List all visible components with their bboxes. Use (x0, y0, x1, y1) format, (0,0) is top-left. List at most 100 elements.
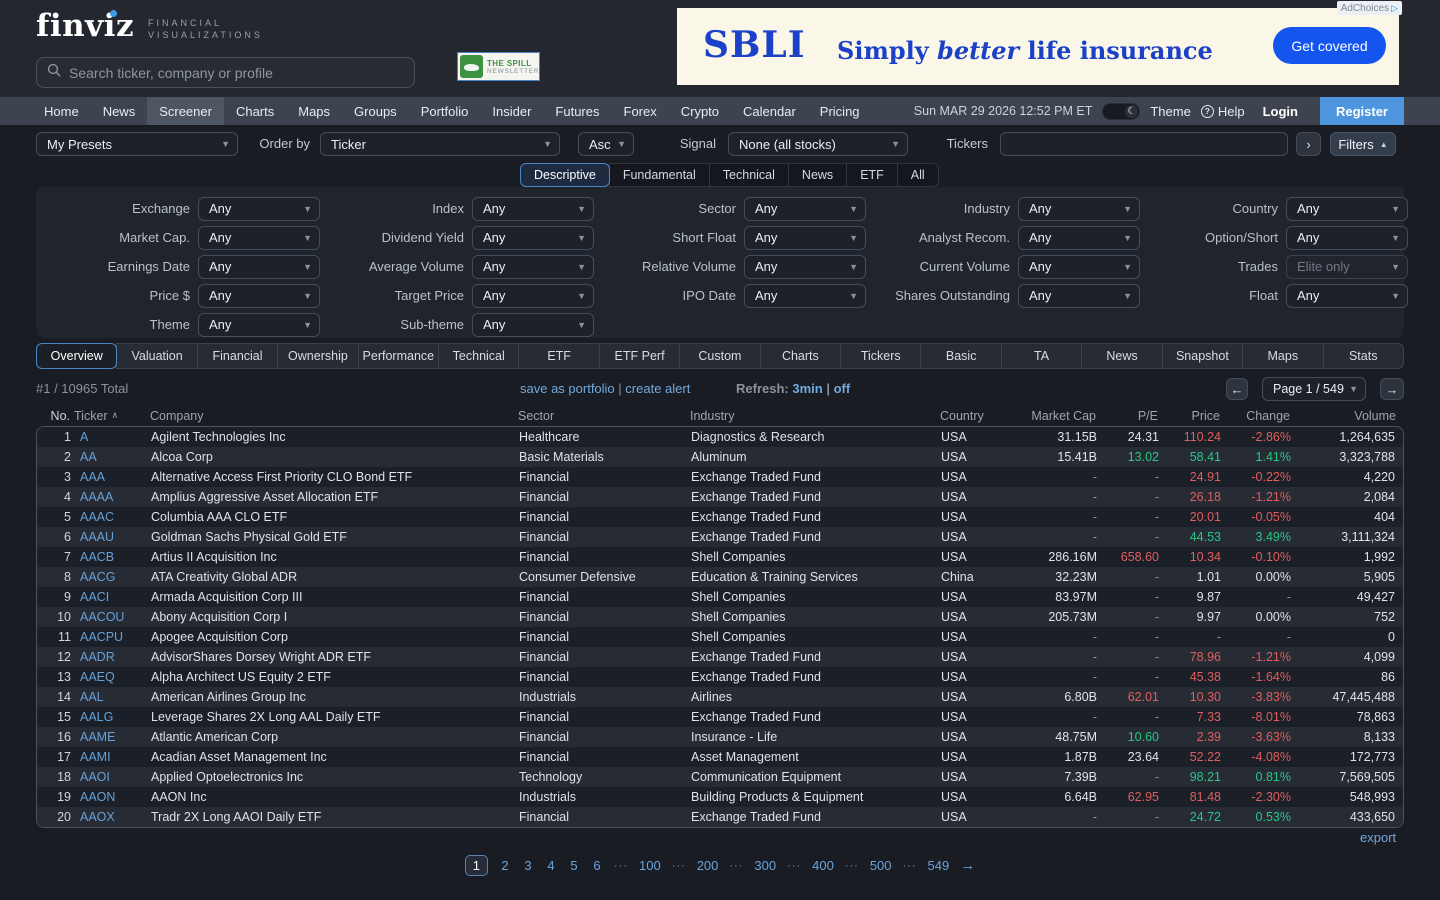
column-header-p-e[interactable]: P/E (1137, 408, 1158, 423)
filter-select-country[interactable]: Any ▼ (1286, 196, 1408, 221)
ticker-link-aalg[interactable]: AALG (80, 710, 114, 724)
filter-select-sector[interactable]: Any ▼ (744, 196, 866, 221)
column-header-volume[interactable]: Volume (1354, 408, 1396, 423)
help-link[interactable]: ? Help (1200, 104, 1245, 119)
page-button-500[interactable]: 500 (869, 858, 892, 873)
nav-item-calendar[interactable]: Calendar (743, 103, 796, 119)
column-header-company[interactable]: Company (150, 408, 204, 423)
filter-select-option-short[interactable]: Any ▼ (1286, 225, 1408, 250)
nav-item-pricing[interactable]: Pricing (819, 103, 860, 119)
finviz-logo[interactable]: finviz FINANCIAL VISUALIZATIONS (36, 8, 276, 48)
adchoices-label[interactable]: AdChoices ▷ (1336, 1, 1402, 15)
filter-select-short-float[interactable]: Any ▼ (744, 225, 866, 250)
ticker-link-aacb[interactable]: AACB (80, 550, 115, 564)
filter-select-analyst-recom[interactable]: Any ▼ (1018, 225, 1140, 250)
login-link[interactable]: Login (1262, 103, 1298, 119)
ticker-link-aal[interactable]: AAL (80, 690, 104, 704)
ticker-link-aaox[interactable]: AAOX (80, 810, 115, 824)
signal-select[interactable]: None (all stocks) ▼ (728, 132, 908, 156)
tickers-submit-button[interactable]: › (1296, 132, 1321, 156)
tab-financial[interactable]: Financial (196, 343, 279, 369)
filter-select-ipo-date[interactable]: Any ▼ (744, 283, 866, 308)
filters-toggle-button[interactable]: Filters ▲ (1330, 132, 1396, 156)
filter-select-average-volume[interactable]: Any ▼ (472, 254, 594, 279)
filter-select-exchange[interactable]: Any ▼ (198, 196, 320, 221)
nav-item-forex[interactable]: Forex (623, 103, 657, 119)
ticker-link-aa[interactable]: AA (80, 450, 97, 464)
nav-item-crypto[interactable]: Crypto (680, 103, 720, 119)
refresh-off-link[interactable]: off (833, 381, 851, 396)
page-button-5[interactable]: 5 (570, 858, 578, 873)
filter-select-trades[interactable]: Elite only ▼ (1286, 254, 1408, 279)
export-link[interactable]: export (1360, 830, 1397, 845)
page-button-2[interactable]: 2 (501, 858, 509, 873)
ticker-link-aaoi[interactable]: AAOI (80, 770, 110, 784)
nav-item-futures[interactable]: Futures (555, 103, 600, 119)
ticker-link-aame[interactable]: AAME (80, 730, 116, 744)
page-button-200[interactable]: 200 (696, 858, 719, 873)
column-header-sector[interactable]: Sector (518, 408, 555, 423)
filter-tab-fundamental[interactable]: Fundamental (608, 163, 710, 187)
filter-select-price[interactable]: Any ▼ (198, 283, 320, 308)
ticker-link-aacou[interactable]: AACOU (80, 610, 125, 624)
tab-snapshot[interactable]: Snapshot (1161, 343, 1244, 369)
filter-select-relative-volume[interactable]: Any ▼ (744, 254, 866, 279)
create-alert-link[interactable]: create alert (625, 381, 691, 396)
column-header-change[interactable]: Change (1246, 408, 1290, 423)
page-button-3[interactable]: 3 (524, 858, 532, 873)
column-header-ticker[interactable]: Ticker ∧ (74, 408, 119, 423)
ticker-link-aami[interactable]: AAMI (80, 750, 111, 764)
ad-banner[interactable]: SBLI Simply better life insurance Get co… (677, 8, 1399, 85)
nav-item-screener[interactable]: Screener (147, 97, 224, 125)
filter-select-industry[interactable]: Any ▼ (1018, 196, 1140, 221)
ticker-link-aaon[interactable]: AAON (80, 790, 116, 804)
theme-toggle[interactable]: ☾ (1102, 102, 1141, 120)
newsletter-badge[interactable]: THE SPILL NEWSLETTER (457, 52, 540, 81)
filter-tab-etf[interactable]: ETF (846, 163, 898, 187)
column-header-country[interactable]: Country (940, 408, 984, 423)
filter-select-sub-theme[interactable]: Any ▼ (472, 312, 594, 337)
nav-item-home[interactable]: Home (44, 103, 79, 119)
filter-select-target-price[interactable]: Any ▼ (472, 283, 594, 308)
filter-select-index[interactable]: Any ▼ (472, 196, 594, 221)
tab-news[interactable]: News (1081, 343, 1163, 369)
tab-performance[interactable]: Performance (357, 343, 440, 369)
tab-ownership[interactable]: Ownership (277, 343, 359, 369)
ticker-link-aaaa[interactable]: AAAA (80, 490, 114, 504)
page-button-1[interactable]: 1 (464, 855, 488, 876)
ticker-link-aaau[interactable]: AAAU (80, 530, 115, 544)
page-button-400[interactable]: 400 (812, 858, 834, 873)
tab-etf-perf[interactable]: ETF Perf (598, 343, 681, 369)
filter-tab-news[interactable]: News (787, 163, 848, 187)
ticker-link-a[interactable]: A (80, 430, 89, 444)
register-button[interactable]: Register (1319, 97, 1404, 125)
nav-item-portfolio[interactable]: Portfolio (420, 103, 469, 119)
ticker-link-aaeq[interactable]: AAEQ (80, 670, 115, 684)
tab-tickers[interactable]: Tickers (840, 343, 922, 369)
presets-select[interactable]: My Presets ▼ (36, 132, 238, 156)
tickers-input[interactable] (1000, 132, 1288, 156)
filter-select-shares-outstanding[interactable]: Any ▼ (1018, 283, 1140, 308)
ticker-link-aacg[interactable]: AACG (80, 570, 116, 584)
ticker-link-aaa[interactable]: AAA (80, 470, 106, 484)
filter-select-dividend-yield[interactable]: Any ▼ (472, 225, 594, 250)
page-button-549[interactable]: 549 (927, 858, 950, 873)
filter-tab-technical[interactable]: Technical (708, 163, 789, 187)
filter-select-current-volume[interactable]: Any ▼ (1018, 254, 1140, 279)
tab-stats[interactable]: Stats (1322, 343, 1404, 369)
next-page-button[interactable]: → (1380, 378, 1404, 400)
column-header-no[interactable]: No. (50, 408, 70, 423)
nav-item-insider[interactable]: Insider (492, 103, 532, 119)
save-as-portfolio-link[interactable]: save as portfolio (520, 381, 615, 396)
tab-charts[interactable]: Charts (759, 343, 842, 369)
tab-technical[interactable]: Technical (438, 343, 520, 369)
pagination-next-arrow[interactable]: → (960, 857, 976, 874)
filter-tab-all[interactable]: All (896, 163, 939, 187)
ticker-link-aacpu[interactable]: AACPU (80, 630, 124, 644)
previous-page-button[interactable]: ← (1226, 378, 1248, 400)
nav-item-maps[interactable]: Maps (298, 103, 331, 119)
filter-tab-descriptive[interactable]: Descriptive (520, 163, 610, 187)
column-header-price[interactable]: Price (1191, 408, 1220, 423)
page-button-6[interactable]: 6 (593, 858, 601, 873)
page-button-300[interactable]: 300 (754, 858, 777, 873)
